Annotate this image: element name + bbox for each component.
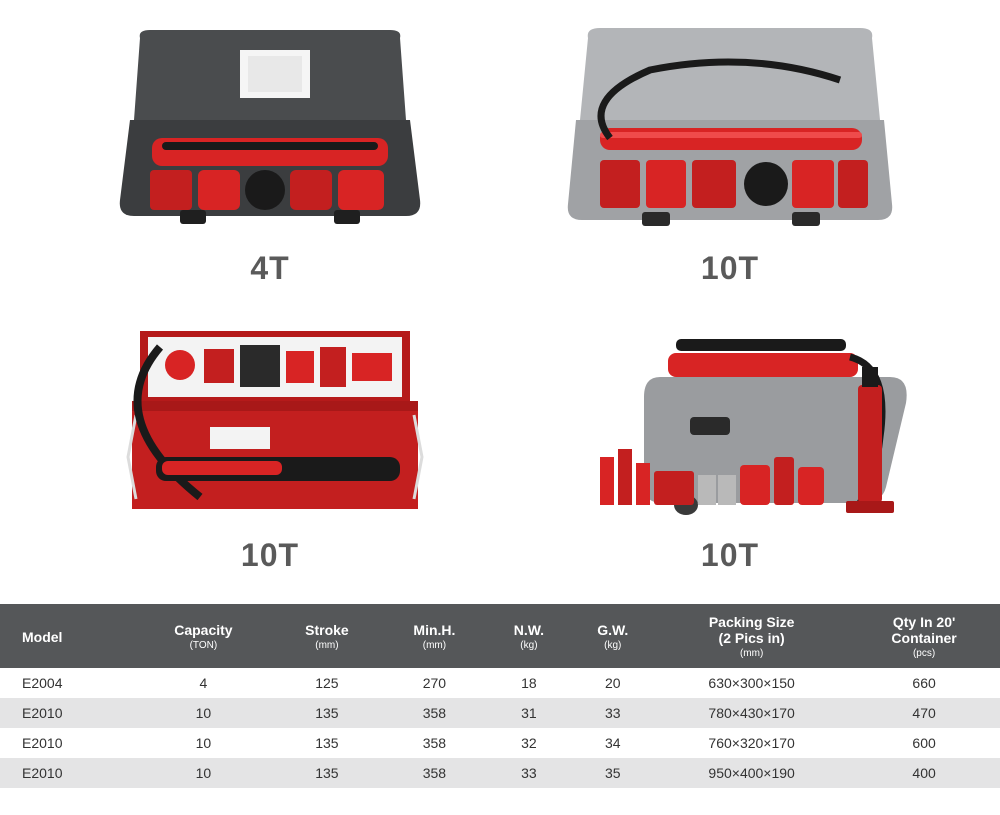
product-10t-redbox: 10T xyxy=(60,307,480,574)
product-10t-kit: 10T xyxy=(520,307,940,574)
col-capacity: Capacity(TON) xyxy=(134,604,272,668)
product-10t-grey: 10T xyxy=(520,20,940,287)
table-row: E200441252701820630×300×150660 xyxy=(0,668,1000,698)
col-model: Model xyxy=(0,604,134,668)
table-row: E2010101353583335950×400×190400 xyxy=(0,758,1000,788)
col-qty: Qty In 20' Container(pcs) xyxy=(848,604,1000,668)
col-stroke: Stroke(mm) xyxy=(272,604,381,668)
table-row: E2010101353583133780×430×170470 xyxy=(0,698,1000,728)
product-caption: 4T xyxy=(250,250,289,287)
product-caption: 10T xyxy=(701,537,759,574)
spec-table-body: E200441252701820630×300×150660 E20101013… xyxy=(0,668,1000,788)
col-nw: N.W.(kg) xyxy=(487,604,570,668)
product-caption: 10T xyxy=(241,537,299,574)
product-caption: 10T xyxy=(701,250,759,287)
product-image-4t xyxy=(80,20,460,240)
spec-table-head: Model Capacity(TON) Stroke(mm) Min.H.(mm… xyxy=(0,604,1000,668)
product-gallery: 4T 10T xyxy=(0,0,1000,604)
spec-table: Model Capacity(TON) Stroke(mm) Min.H.(mm… xyxy=(0,604,1000,788)
col-packing: Packing Size (2 Pics in)(mm) xyxy=(655,604,848,668)
table-row: E2010101353583234760×320×170600 xyxy=(0,728,1000,758)
col-gw: G.W.(kg) xyxy=(570,604,655,668)
product-4t: 4T xyxy=(60,20,480,287)
product-image-10t-grey xyxy=(540,20,920,240)
col-minh: Min.H.(mm) xyxy=(381,604,487,668)
spec-table-wrap: Model Capacity(TON) Stroke(mm) Min.H.(mm… xyxy=(0,604,1000,788)
product-image-10t-kit xyxy=(540,307,920,527)
product-image-10t-redbox xyxy=(80,307,460,527)
